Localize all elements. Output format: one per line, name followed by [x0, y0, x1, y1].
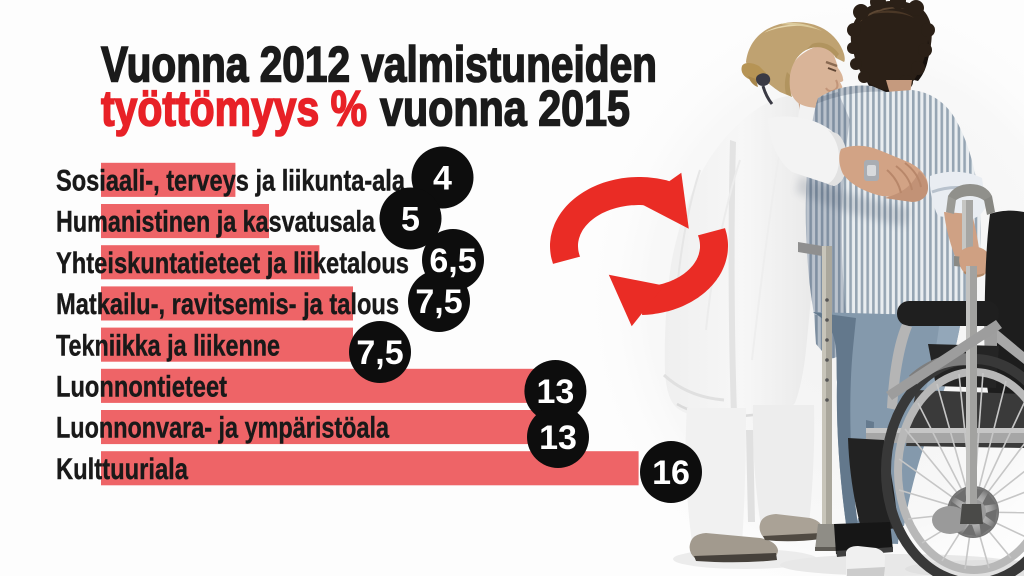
svg-text:Humanistinen ja kasvatusala: Humanistinen ja kasvatusala	[56, 206, 375, 239]
svg-text:4: 4	[433, 160, 452, 198]
svg-text:työttömyys %: työttömyys %	[101, 81, 367, 137]
svg-text:13: 13	[539, 419, 577, 457]
svg-text:13: 13	[536, 373, 574, 411]
svg-text:6,5: 6,5	[429, 242, 476, 280]
svg-text:Sosiaali-, terveys ja liikunta: Sosiaali-, terveys ja liikunta-ala	[56, 165, 405, 198]
svg-text:Luonnontieteet: Luonnontieteet	[56, 371, 227, 404]
svg-text:5: 5	[401, 201, 420, 239]
svg-text:16: 16	[652, 454, 690, 492]
svg-text:7,5: 7,5	[415, 283, 462, 321]
svg-text:vuonna 2015: vuonna 2015	[380, 81, 630, 137]
svg-text:Kulttuuriala: Kulttuuriala	[56, 453, 188, 486]
svg-text:Yhteiskuntatieteet ja liiketal: Yhteiskuntatieteet ja liiketalous	[56, 247, 409, 280]
svg-text:Vuonna 2012 valmistuneiden: Vuonna 2012 valmistuneiden	[101, 37, 657, 93]
svg-text:7,5: 7,5	[356, 334, 403, 372]
svg-text:Luonnonvara- ja ympäristöala: Luonnonvara- ja ympäristöala	[56, 412, 389, 445]
svg-text:Matkailu-, ravitsemis- ja talo: Matkailu-, ravitsemis- ja talous	[56, 288, 399, 321]
svg-text:Tekniikka ja liikenne: Tekniikka ja liikenne	[56, 329, 280, 362]
